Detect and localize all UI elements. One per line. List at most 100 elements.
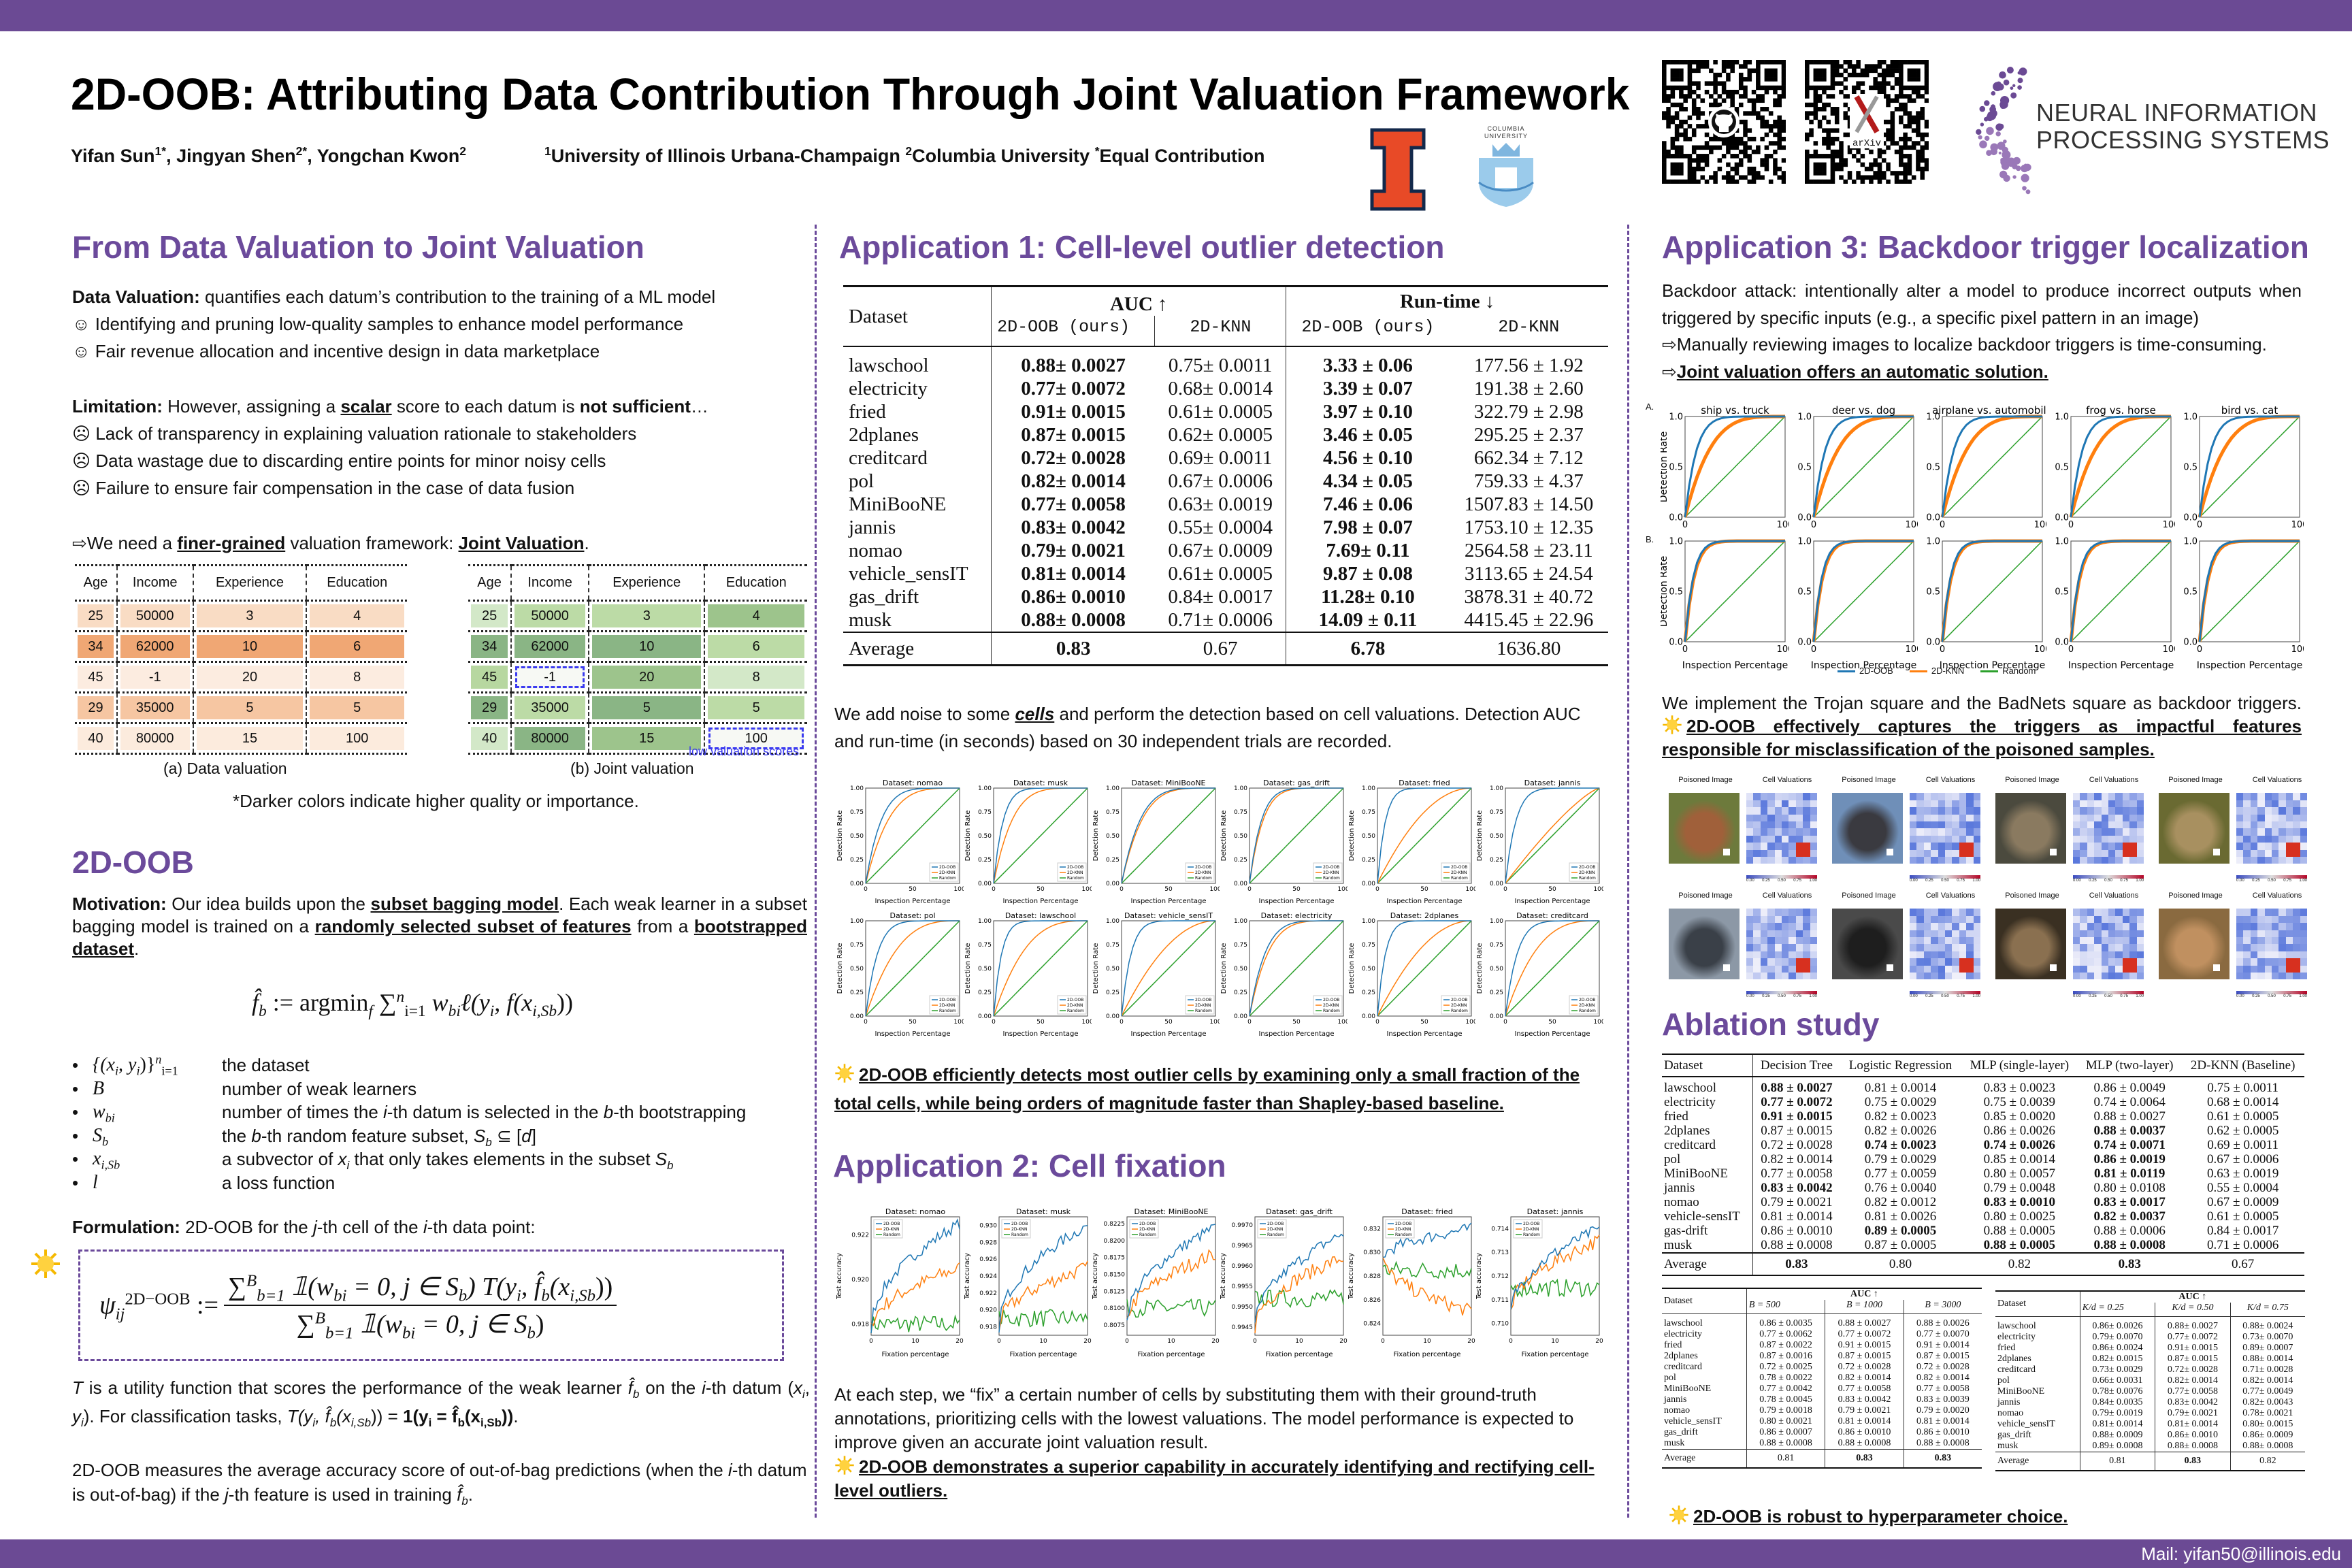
- heatmap-cell: [2285, 930, 2293, 937]
- heatmap-cell: [2122, 936, 2130, 945]
- series-line-2d-knn: [1505, 787, 1600, 884]
- table-cell: 0.74 ± 0.0071: [2093, 1138, 2166, 1152]
- heatmap-cell: [1931, 835, 1938, 843]
- series-line-2d-oob: [865, 920, 960, 1017]
- text-run: Motivation:: [72, 894, 167, 914]
- cell-value: 6: [708, 635, 804, 658]
- heatmap-cell: [2257, 793, 2265, 800]
- heatmap-cell: [1746, 936, 1754, 945]
- text-run: i,S: [532, 1002, 549, 1021]
- backdoor-trigger-icon: [1723, 964, 1730, 972]
- chart-title: Dataset: nomao: [885, 1207, 945, 1216]
- heatmap-cell: [1973, 923, 1980, 930]
- table-row: 2dplanes 0.87± 0.0015 0.62± 0.0005 3.46 ± 0…: [843, 423, 1608, 446]
- table-cell: 0.88± 0.0008: [1021, 609, 1126, 631]
- heatmap-cell: [1788, 965, 1796, 973]
- x-tick-label: 50: [1292, 886, 1301, 893]
- y-tick-label: 0.0: [1926, 637, 1940, 647]
- heatmap-cell: [2094, 821, 2102, 829]
- colorbar-tick: 0.75: [2283, 878, 2291, 883]
- table-cell: jannis: [1662, 1394, 1747, 1405]
- table-cell: 35000: [116, 692, 193, 724]
- y-tick-label: 0.00: [1106, 1013, 1120, 1020]
- heatmap-cell: [2264, 972, 2272, 980]
- heatmap-cell: [1795, 930, 1803, 937]
- table-cell: 0.86 ± 0.0019: [2093, 1152, 2166, 1166]
- text-run: ☺ Fair revenue allocation and incentive …: [72, 341, 600, 361]
- poisoned-image-pair: Poisoned Image Cell Valuations 0.00 0.25 0.5…: [2159, 892, 2322, 1007]
- y-tick-label: 0.75: [978, 942, 992, 949]
- heatmap-cell: [1973, 814, 1980, 821]
- table-cell: -1: [116, 662, 193, 693]
- qr-code-github[interactable]: [1662, 60, 1786, 187]
- logo-dot: [2006, 67, 2014, 74]
- logo-dot: [2002, 150, 2011, 159]
- x-tick-label: 100: [2034, 520, 2046, 530]
- table-cell: 0.77 ± 0.0058: [1825, 1384, 1904, 1394]
- heatmap-cell: [1746, 958, 1754, 966]
- table-cell: 0.83 ± 0.0042: [1825, 1394, 1904, 1405]
- heatmap-cell: [2243, 849, 2251, 857]
- series-line-2d-knn: [1121, 920, 1216, 1017]
- heatmap-cell: [2101, 821, 2108, 829]
- heatmap-cell: [2264, 958, 2272, 966]
- text-run: a subvector of: [222, 1149, 338, 1169]
- series-line-random: [993, 787, 1088, 884]
- table-row: musk 0.88 ± 0.0008 0.88 ± 0.0008 0.88 ± 0.0…: [1662, 1438, 1982, 1450]
- heatmap-cell: [1810, 936, 1817, 945]
- heatmap-cell: [2073, 972, 2080, 980]
- heatmap-cell: [1916, 958, 1924, 966]
- y-tick-label: 1.00: [1362, 785, 1375, 792]
- series-line-2d-knn: [1377, 920, 1472, 1017]
- colorbar-tick: 0.00: [1910, 878, 1918, 883]
- text-run: scalar: [340, 396, 392, 416]
- logo-dot: [2012, 84, 2016, 87]
- heatmap-cell: [2257, 821, 2265, 829]
- series-line-random: [993, 920, 1088, 1017]
- x-tick-label: 0: [997, 1338, 1001, 1345]
- table-cell: 0.79 ± 0.0021: [1761, 1195, 1833, 1209]
- text-run: However, assigning a: [162, 396, 341, 416]
- heatmap-cell: [2087, 856, 2095, 864]
- cell-value: -1: [514, 666, 586, 689]
- qr-code-arxiv[interactable]: arXiv: [1805, 60, 1929, 187]
- detection-chart-vehicle_sensIT: 0 50 100 0.00 0.25 0.50 0.75 1.00 Dataset: vehic…: [1092, 909, 1222, 1041]
- text-run: Columbia University: [912, 146, 1095, 166]
- heatmap-cell: [2264, 936, 2272, 945]
- heatmap-cell: [2278, 843, 2286, 850]
- heatmap-cell: [2115, 936, 2123, 945]
- notation-description: number of times the i-th datum is select…: [222, 1100, 746, 1124]
- table-cell: 0.91 ± 0.0015: [1825, 1340, 1904, 1351]
- heatmap-cell: [1966, 835, 1974, 843]
- table-cell: 0.78 ± 0.0022: [1746, 1373, 1826, 1384]
- heatmap-cell: [1966, 936, 1974, 945]
- color-note: *Darker colors indicate higher quality o…: [233, 791, 639, 811]
- heatmap-cell: [2243, 915, 2251, 924]
- formula-numerator: ∑Bb=1 𝟙(wbi = 0, j ∈ Sb) T(yi, f̂b(xi,Sb…: [224, 1271, 617, 1306]
- heatmap-cell: [1952, 800, 1959, 808]
- table-row: musk 0.88 ± 0.0008 0.87 ± 0.0005 0.88 ± 0.0…: [1662, 1238, 2304, 1253]
- column-subheader: 2D-KNN: [1449, 316, 1608, 347]
- x-tick-label: 10: [1551, 1338, 1559, 1345]
- chart-title: Dataset: creditcard: [1516, 911, 1588, 920]
- legend-label: 2D-KNN: [1579, 1003, 1595, 1008]
- heatmap-cell: [2073, 835, 2080, 843]
- heatmap-cell: [2094, 972, 2102, 980]
- table-cell: 0.73± 0.0029: [2080, 1365, 2156, 1375]
- x-tick-label: 50: [1292, 1019, 1301, 1026]
- heatmap-cell: [2080, 951, 2087, 959]
- column-subheader: B = 3000: [1903, 1300, 1982, 1314]
- text-run: , f̂: [521, 1273, 542, 1301]
- cell-value: 45: [471, 666, 508, 689]
- text-run: the: [222, 1125, 252, 1146]
- text-run: f̂: [627, 1377, 633, 1398]
- detection-chart-musk: 0 50 100 0.00 0.25 0.50 0.75 1.00 Dataset: musk I…: [964, 776, 1094, 909]
- heatmap-cell: [1781, 821, 1789, 829]
- heatmap-cell: [1952, 849, 1959, 857]
- heatmap-cell: [2293, 807, 2300, 815]
- heatmap-cell: [2236, 958, 2244, 966]
- chart-title: Dataset: MiniBooNE: [1131, 779, 1205, 787]
- y-tick-label: 0.711: [1491, 1297, 1509, 1304]
